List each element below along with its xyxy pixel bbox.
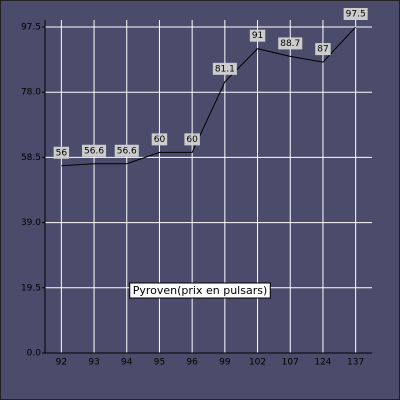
x-tick-label: 94 (121, 358, 133, 368)
value-label: 56.6 (84, 146, 104, 156)
value-label: 56.6 (117, 146, 137, 156)
value-label: 91 (252, 31, 263, 41)
legend-label: Pyroven(prix en pulsars) (133, 284, 268, 297)
x-tick-label: 137 (347, 358, 364, 368)
x-tick-label: 99 (219, 358, 231, 368)
x-tick-label: 95 (154, 358, 165, 368)
value-label-box (114, 144, 139, 157)
value-label: 88.7 (280, 39, 300, 49)
value-label-box (278, 37, 303, 50)
value-label-box (184, 133, 200, 146)
value-label: 97.5 (346, 10, 366, 20)
value-label-box (343, 8, 368, 20)
line (61, 26, 357, 167)
value-label: 60 (186, 135, 198, 145)
value-label-box (249, 29, 266, 42)
value-label: 60 (154, 135, 166, 145)
value-label: 87 (317, 45, 328, 55)
value-label-box (53, 146, 70, 159)
x-tick-label: 102 (249, 358, 266, 368)
y-tick-label: 19.5 (21, 283, 41, 293)
y-tick-label: 58.5 (21, 153, 41, 163)
value-label-box (151, 133, 168, 146)
value-label-box (315, 43, 331, 56)
x-tick-label: 96 (186, 358, 198, 368)
x-tick-label: 107 (282, 358, 299, 368)
x-tick-label: 124 (314, 358, 331, 368)
value-label: 81.1 (215, 64, 235, 74)
x-tick-label: 92 (56, 358, 67, 368)
y-tick-label: 39.0 (21, 218, 41, 228)
value-label-box (212, 62, 237, 75)
y-tick-label: 97.5 (21, 23, 41, 33)
value-label: 56 (56, 148, 68, 158)
x-tick-label: 93 (88, 358, 99, 368)
value-label-box (82, 144, 107, 157)
legend-box (129, 282, 271, 299)
y-tick-label: 78.0 (21, 88, 41, 98)
y-tick-label: 0.0 (27, 349, 42, 359)
